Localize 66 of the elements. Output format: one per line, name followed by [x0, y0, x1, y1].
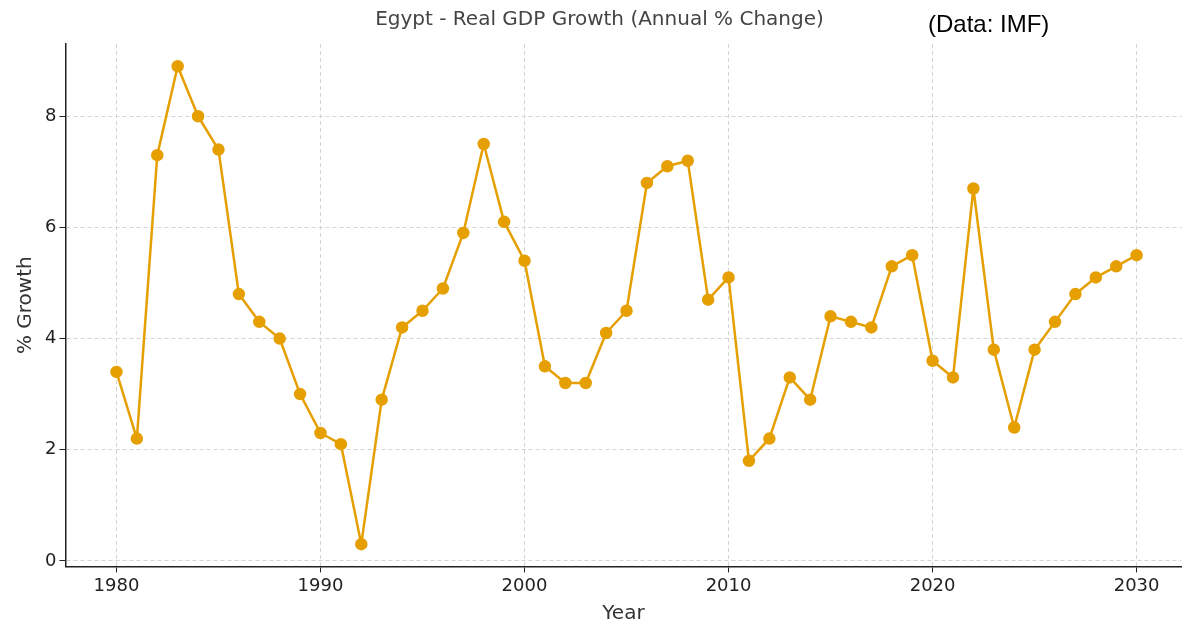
x-axis-title: Year	[601, 600, 646, 625]
point	[110, 365, 123, 379]
point	[926, 354, 939, 368]
y-tick-label: 8	[45, 103, 57, 125]
x-tick-label: 2030	[1113, 573, 1160, 595]
point	[905, 248, 919, 262]
point	[824, 310, 837, 323]
point	[967, 182, 980, 195]
point	[334, 437, 348, 451]
point	[314, 426, 327, 440]
y-tick-label: 4	[45, 326, 57, 348]
chart-title: Egypt - Real GDP Growth (Annual % Change)	[375, 6, 824, 31]
x-tick-label: 1990	[297, 573, 344, 595]
point	[1089, 271, 1103, 284]
point	[191, 110, 205, 123]
point	[559, 376, 572, 390]
point	[355, 537, 368, 551]
point	[803, 393, 817, 406]
y-axis-title: % Growth	[12, 256, 37, 355]
point	[681, 154, 694, 167]
x-tick-label: 2020	[909, 573, 956, 595]
point	[538, 360, 552, 373]
point	[273, 332, 286, 345]
point	[1007, 421, 1021, 434]
point	[946, 371, 960, 384]
point	[212, 143, 225, 156]
point	[375, 393, 388, 406]
point	[293, 387, 307, 401]
point	[1069, 287, 1082, 301]
y-tick-label: 6	[45, 215, 57, 237]
point	[579, 376, 592, 390]
point	[171, 59, 184, 73]
point	[722, 271, 735, 284]
point	[987, 343, 1001, 356]
point	[742, 454, 756, 468]
point	[253, 315, 266, 329]
text: (Data: IMF)	[928, 10, 1050, 38]
point	[436, 282, 450, 295]
x-tick-label: 2010	[705, 573, 752, 595]
point	[232, 287, 246, 301]
point	[885, 260, 899, 273]
point	[701, 293, 715, 306]
point	[783, 371, 797, 384]
point	[151, 148, 164, 162]
point	[640, 176, 654, 190]
point	[497, 215, 511, 229]
point	[763, 432, 776, 445]
x-tick-label: 2000	[501, 573, 548, 595]
point	[620, 304, 633, 318]
y-tick-label: 0	[45, 548, 57, 570]
point	[130, 432, 144, 445]
point	[518, 254, 531, 267]
point	[395, 321, 409, 334]
point	[1109, 260, 1123, 273]
point	[661, 160, 674, 173]
point	[844, 315, 858, 329]
point	[416, 304, 429, 318]
point	[457, 226, 470, 240]
x-tick-label: 1980	[93, 573, 140, 595]
point	[865, 321, 878, 334]
y-tick-label: 2	[45, 437, 57, 459]
point	[1130, 248, 1143, 262]
point	[1028, 343, 1041, 356]
point	[477, 137, 490, 151]
point	[1048, 315, 1062, 329]
point	[599, 326, 613, 340]
